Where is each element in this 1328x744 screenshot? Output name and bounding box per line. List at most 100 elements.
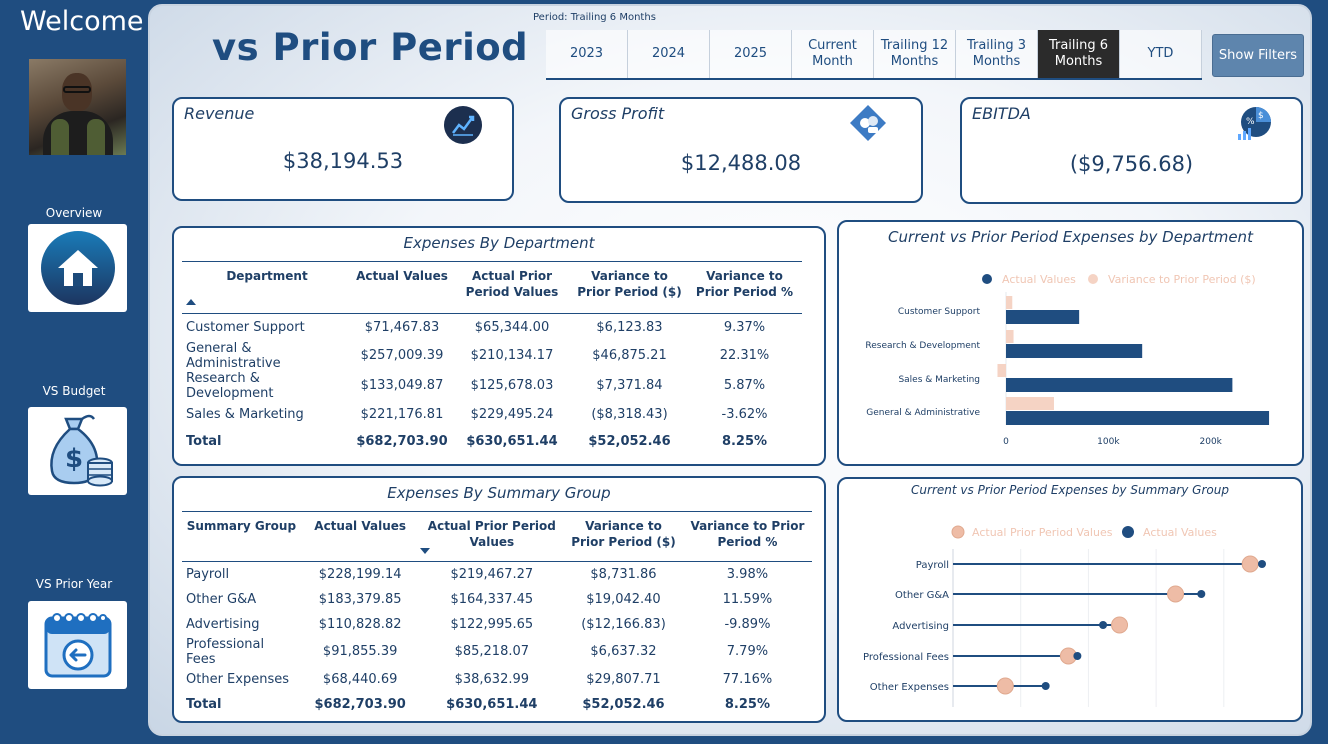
point-prior bbox=[996, 677, 1014, 695]
legend-label-actual: Actual Values bbox=[1002, 273, 1076, 286]
bar-actual bbox=[1006, 344, 1143, 358]
ebitda-value: ($9,756.68) bbox=[1069, 152, 1194, 176]
nav-label-overview: Overview bbox=[45, 206, 103, 220]
table-row: Payroll $228,199.14 $219,467.27 $8,731.86 3.… bbox=[186, 566, 769, 582]
nav-overview-button[interactable] bbox=[28, 224, 127, 312]
col-actual[interactable]: Actual Values bbox=[356, 269, 448, 283]
legend-marker-actual bbox=[982, 274, 992, 284]
period-2025-button[interactable]: 2025 bbox=[710, 30, 792, 78]
point-actual bbox=[1073, 652, 1082, 660]
col-actual[interactable]: Actual Values bbox=[314, 519, 407, 533]
sort-asc-icon bbox=[186, 299, 196, 305]
nav-label-vs-prior-year: VS Prior Year bbox=[35, 577, 113, 591]
table-total-row: Total $682,703.90 $630,651.44 $52,052.46 8.2… bbox=[186, 696, 770, 712]
sort-desc-icon bbox=[419, 548, 430, 554]
period-2024-button[interactable]: 2024 bbox=[628, 30, 710, 78]
col-department[interactable]: Department bbox=[182, 262, 352, 314]
group-chart-title: Current vs Prior Period Expenses by Summ… bbox=[911, 483, 1229, 497]
x-tick-label: 0 bbox=[1003, 437, 1009, 447]
gross-profit-card: Gross Profit $12,488.08 bbox=[559, 97, 923, 203]
period-trailing-6-button[interactable]: Trailing 6 Months bbox=[1038, 30, 1120, 78]
y-tick-label: Advertising bbox=[892, 621, 949, 632]
bar-variance bbox=[1006, 296, 1013, 309]
avatar bbox=[29, 59, 126, 155]
table-total-row: Total $682,703.90 $630,651.44 $52,052.46 8.2… bbox=[186, 433, 768, 449]
group-chart-card: Current vs Prior Period Expenses by Summ… bbox=[837, 477, 1303, 722]
trend-chart-icon bbox=[444, 106, 482, 144]
y-tick-label: Other G&A bbox=[895, 590, 949, 601]
group-dumbbell-chart: Actual Prior Period Values Actual Values P… bbox=[863, 525, 1266, 707]
sidebar: Welcome Overview VS Budget $ VS Prior Ye… bbox=[0, 0, 148, 744]
table-row: Professional Fees $91,855.39 $85,218.07 $6,… bbox=[186, 636, 769, 667]
table-row: Other Expenses $68,440.69 $38,632.99 $29,80… bbox=[186, 671, 773, 687]
x-tick-label: 200k bbox=[1200, 437, 1223, 447]
coins-icon bbox=[850, 105, 886, 141]
col-prior[interactable]: Actual Prior Period Values bbox=[419, 512, 565, 562]
svg-text:$: $ bbox=[65, 444, 83, 474]
table-row: Other G&A $183,379.85 $164,337.45 $19,042.4… bbox=[186, 591, 773, 607]
welcome-title: Welcome bbox=[20, 6, 144, 37]
y-tick-label: Professional Fees bbox=[863, 652, 949, 663]
dept-table: Department Actual Values Actual Prior Pe… bbox=[182, 261, 802, 455]
dept-bar-chart: Actual Values Variance to Prior Period ($… bbox=[865, 273, 1270, 447]
group-table-title: Expenses By Summary Group bbox=[387, 484, 611, 502]
page-title: vs Prior Period bbox=[212, 26, 529, 69]
bar-actual bbox=[1006, 378, 1233, 392]
table-row: General & Administrative $257,009.39 $210,… bbox=[186, 340, 770, 371]
col-prior[interactable]: Actual Prior Period Values bbox=[465, 269, 559, 300]
point-actual bbox=[1099, 621, 1108, 629]
legend-marker-actual bbox=[1122, 526, 1134, 538]
period-trailing-3-button[interactable]: Trailing 3 Months bbox=[956, 30, 1038, 78]
group-table-card: Expenses By Summary Group Summary Group … bbox=[172, 476, 826, 723]
ebitda-card: EBITDA ($9,756.68) % $ bbox=[960, 97, 1303, 204]
table-row: Sales & Marketing $221,176.81 $229,495.24(… bbox=[186, 406, 768, 422]
col-variance-dollar[interactable]: Variance to Prior Period ($) bbox=[577, 269, 682, 300]
period-label: Period: Trailing 6 Months bbox=[533, 12, 656, 23]
nav-vs-budget-button[interactable]: $ bbox=[28, 407, 127, 495]
show-filters-button[interactable]: Show Filters bbox=[1212, 34, 1304, 77]
point-prior bbox=[1111, 616, 1129, 634]
period-ytd-button[interactable]: YTD bbox=[1120, 30, 1202, 78]
point-actual bbox=[1041, 682, 1050, 690]
nav-vs-prior-year-button[interactable] bbox=[28, 601, 127, 689]
y-tick-label: Payroll bbox=[916, 560, 949, 571]
bar-variance bbox=[997, 364, 1006, 377]
period-trailing-12-button[interactable]: Trailing 12 Months bbox=[874, 30, 956, 78]
table-row: Advertising $110,828.82 $122,995.65 ($12,16… bbox=[186, 616, 771, 632]
gross-profit-value: $12,488.08 bbox=[680, 151, 802, 175]
bar-variance bbox=[1006, 330, 1014, 343]
table-row: Customer Support $71,467.83 $65,344.00 $6,1… bbox=[186, 319, 766, 335]
dept-table-card: Expenses By Department Department Actual… bbox=[172, 226, 826, 466]
legend-label-variance: Variance to Prior Period ($) bbox=[1108, 273, 1256, 286]
gross-profit-title: Gross Profit bbox=[571, 104, 665, 123]
y-tick-label: Customer Support bbox=[898, 307, 981, 317]
money-bag-icon: $ bbox=[49, 414, 113, 487]
bar-variance bbox=[1006, 397, 1054, 410]
svg-text:$: $ bbox=[1258, 111, 1264, 121]
col-summary-group[interactable]: Summary Group bbox=[186, 519, 297, 533]
calendar-icon bbox=[44, 613, 111, 678]
x-tick-label: 100k bbox=[1097, 437, 1120, 447]
dept-chart-title: Current vs Prior Period Expenses by Depa… bbox=[888, 228, 1253, 246]
dept-table-title: Expenses By Department bbox=[403, 234, 595, 252]
col-variance-pct[interactable]: Variance to Prior Period % bbox=[695, 269, 794, 300]
period-2023-button[interactable]: 2023 bbox=[546, 30, 628, 78]
legend-label-prior: Actual Prior Period Values bbox=[972, 526, 1113, 539]
bar-actual bbox=[1006, 411, 1270, 425]
col-variance-dollar[interactable]: Variance to Prior Period ($) bbox=[571, 519, 676, 550]
period-current-month-button[interactable]: Current Month bbox=[792, 30, 874, 78]
group-table: Summary Group Actual Values Actual Prior… bbox=[182, 511, 812, 717]
legend-label-actual: Actual Values bbox=[1143, 526, 1217, 539]
nav-label-vs-budget: VS Budget bbox=[42, 384, 106, 398]
y-tick-label: Other Expenses bbox=[870, 682, 949, 693]
col-variance-pct[interactable]: Variance to Prior Period % bbox=[690, 519, 805, 550]
revenue-value: $38,194.53 bbox=[282, 149, 404, 173]
y-tick-label: General & Administrative bbox=[866, 408, 980, 418]
y-tick-label: Research & Development bbox=[865, 341, 980, 351]
home-icon bbox=[40, 231, 115, 305]
legend-marker-variance bbox=[1088, 274, 1098, 284]
revenue-card: Revenue $38,194.53 bbox=[172, 97, 514, 201]
svg-text:%: % bbox=[1246, 117, 1255, 127]
table-row: Research & Development $133,049.87 $125,67… bbox=[186, 370, 766, 401]
bar-actual bbox=[1006, 310, 1080, 324]
